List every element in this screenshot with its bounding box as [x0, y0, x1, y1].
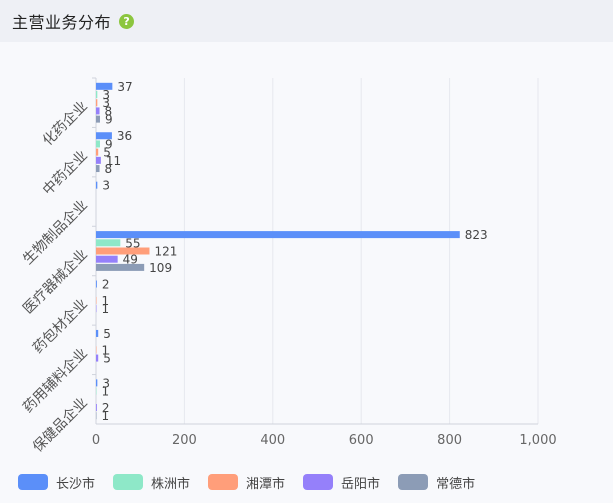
bar-1 [96, 91, 98, 99]
bar-3 [96, 107, 100, 115]
legend-swatch [113, 474, 144, 490]
bar-0 [96, 82, 113, 90]
y-category-label: 化药企业 [39, 98, 91, 150]
bar-value-label: 9 [105, 137, 113, 151]
bar-2 [96, 247, 150, 255]
x-tick-label: 400 [260, 433, 285, 448]
bar-value-label: 3 [102, 376, 110, 390]
bar-value-label: 9 [105, 113, 113, 127]
bar-value-label: 1 [101, 385, 109, 399]
bar-value-label: 3 [102, 88, 110, 102]
bar-value-label: 1 [101, 294, 109, 308]
bar-value-label: 55 [125, 236, 140, 250]
bar-value-label: 8 [105, 104, 113, 118]
bar-value-label: 2 [102, 278, 110, 292]
bar-1 [96, 239, 121, 247]
legend-item[interactable]: 常德市 [398, 473, 475, 492]
bar-3 [96, 354, 99, 362]
legend-swatch [208, 474, 239, 490]
legend-label: 湘潭市 [246, 476, 286, 492]
legend-label: 长沙市 [56, 476, 96, 492]
legend-swatch [18, 474, 48, 490]
legend-item[interactable]: 株洲市 [113, 473, 190, 492]
bar-4 [96, 263, 145, 271]
legend-item[interactable]: 湘潭市 [208, 473, 285, 492]
help-icon[interactable]: ? [119, 13, 135, 29]
y-category-label: 中药企业 [39, 147, 91, 199]
bar-1 [96, 140, 100, 148]
legend-swatch [303, 474, 334, 490]
legend-label: 常德市 [436, 476, 476, 492]
bar-value-label: 823 [465, 228, 488, 242]
bar-0 [96, 280, 97, 288]
bar-3 [96, 403, 97, 411]
bar-3 [96, 156, 101, 164]
bar-value-label: 1 [101, 409, 109, 423]
x-tick-label: 1,000 [519, 433, 556, 448]
bar-value-label: 2 [102, 401, 110, 415]
bar-value-label: 37 [117, 80, 132, 94]
bar-value-label: 11 [106, 154, 121, 168]
bar-value-label: 1 [101, 302, 109, 316]
x-tick-label: 200 [172, 433, 197, 448]
bar-value-label: 3 [102, 179, 110, 193]
bar-value-label: 1 [101, 343, 109, 357]
legend-label: 株洲市 [151, 476, 191, 492]
bar-chart: 0 200 400 600 800 1,000化药企业中药企业生物制品企业医疗器械企业药包… [19, 77, 557, 456]
bar-value-label: 5 [103, 327, 111, 341]
bar-value-label: 36 [117, 129, 132, 143]
chart-legend: 长沙市 株洲市 湘潭市 岳阳市 常德市 [18, 472, 493, 492]
legend-swatch [398, 474, 429, 490]
bar-2 [96, 148, 99, 156]
bar-value-label: 5 [103, 352, 111, 366]
bar-value-label: 8 [105, 162, 113, 176]
bar-0 [96, 231, 460, 239]
bar-2 [96, 99, 98, 107]
bar-value-label: 3 [102, 96, 110, 110]
card-header: 主营业务分布 ? [0, 0, 613, 42]
bar-3 [96, 255, 118, 263]
legend-item[interactable]: 长沙市 [18, 473, 95, 492]
bar-0 [96, 132, 112, 140]
x-tick-label: 800 [437, 433, 462, 448]
bar-0 [96, 379, 98, 387]
bar-0 [96, 181, 98, 189]
page-title: 主营业务分布 [12, 13, 112, 32]
legend-label: 岳阳市 [341, 476, 381, 492]
bar-value-label: 49 [123, 253, 138, 267]
bar-4 [96, 115, 100, 123]
bar-value-label: 5 [103, 146, 111, 160]
legend-item[interactable]: 岳阳市 [303, 473, 380, 492]
x-tick-label: 600 [349, 433, 374, 448]
bar-value-label: 121 [154, 245, 177, 259]
bar-value-label: 109 [149, 261, 172, 275]
x-tick-label: 0 [92, 433, 100, 448]
bar-0 [96, 329, 99, 337]
bar-4 [96, 165, 100, 173]
